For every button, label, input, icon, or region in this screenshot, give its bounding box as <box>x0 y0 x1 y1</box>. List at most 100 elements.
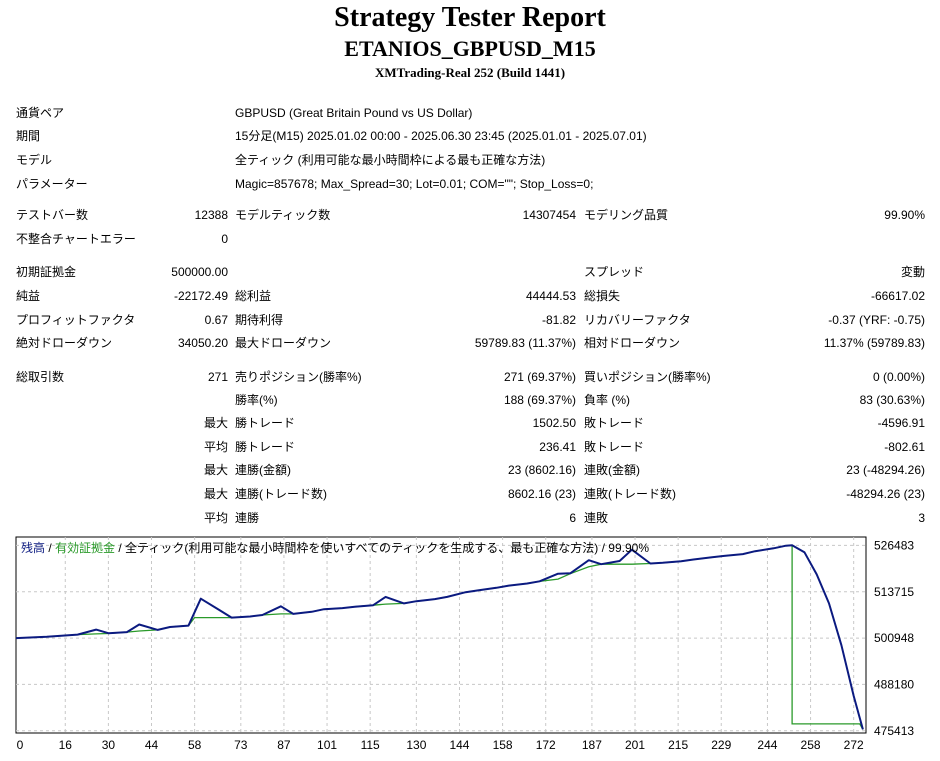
long-positions-value: 0 (0.00%) <box>872 370 925 384</box>
balance-chart: 526483 513715 500948 488180 475413 0 16 30 44 58… <box>15 536 914 752</box>
win-rate-label: 勝率(%) <box>235 393 278 407</box>
info-label: 通貨ペア <box>16 106 65 120</box>
info-value: Magic=857678; Max_Spread=30; Lot=0.01; C… <box>235 177 594 191</box>
loss-rate-value: 83 (30.63%) <box>859 393 925 407</box>
ticks-value: 14307454 <box>522 208 576 222</box>
spread-label: スプレッド <box>584 265 645 279</box>
x-tick-label: 144 <box>449 738 469 752</box>
x-tick-label: 101 <box>317 738 337 752</box>
abs-drawdown-value: 34050.20 <box>177 336 228 350</box>
net-label: 純益 <box>16 289 41 303</box>
legend-equity: 有効証拠金 <box>55 540 115 555</box>
expected-payoff-label: 期待利得 <box>235 313 284 327</box>
gross-loss-label: 総損失 <box>584 289 621 303</box>
mismatch-value: 0 <box>221 232 228 246</box>
x-tick-label: 158 <box>493 738 513 752</box>
max-prefix: 最大 <box>204 487 229 501</box>
x-tick-label: 244 <box>757 738 777 752</box>
rel-drawdown-value: 11.37% (59789.83) <box>823 336 925 350</box>
info-value: 全ティック (利用可能な最小時間枠による最も正確な方法) <box>235 153 546 167</box>
report-title: Strategy Tester Report <box>334 2 606 33</box>
info-label: モデル <box>16 153 53 167</box>
quality-value: 99.90% <box>884 208 925 222</box>
spread-value: 変動 <box>900 265 925 279</box>
x-tick-label: 58 <box>188 738 202 752</box>
x-tick-label: 87 <box>277 738 291 752</box>
consec-win-count-label: 連勝(トレード数) <box>235 487 327 501</box>
ticks-label: モデルティック数 <box>235 208 331 222</box>
x-tick-label: 0 <box>17 738 24 752</box>
y-tick-label: 526483 <box>874 538 914 552</box>
profit-factor-label: プロフィットファクタ <box>16 313 136 327</box>
consec-win-amount-label: 連勝(金額) <box>235 463 291 477</box>
consec-loss-count-label: 連敗(トレード数) <box>584 487 676 501</box>
y-tick-label: 500948 <box>874 631 914 645</box>
x-tick-labels: 0 16 30 44 58 73 87 101 115 130 144 158 172 187 201 215… <box>17 738 864 752</box>
consec-loss-amount-value: 23 (-48294.26) <box>846 463 925 477</box>
build-info: XMTrading-Real 252 (Build 1441) <box>374 65 566 80</box>
info-label: 期間 <box>16 129 41 143</box>
gross-profit-label: 総利益 <box>235 289 272 303</box>
x-tick-label: 258 <box>801 738 821 752</box>
expected-payoff-value: -81.82 <box>541 313 576 327</box>
report-subtitle: ETANIOS_GBPUSD_M15 <box>344 36 596 61</box>
short-positions-value: 271 (69.37%) <box>503 370 576 384</box>
total-trades-label: 総取引数 <box>16 370 65 384</box>
y-tick-label: 513715 <box>874 585 914 599</box>
x-tick-label: 73 <box>234 738 248 752</box>
long-positions-label: 買いポジション(勝率%) <box>584 370 711 384</box>
x-tick-label: 229 <box>711 738 731 752</box>
x-tick-label: 172 <box>536 738 556 752</box>
avg-win-value: 236.41 <box>539 440 576 454</box>
abs-drawdown-label: 絶対ドローダウン <box>16 336 113 350</box>
max-prefix: 最大 <box>204 416 229 430</box>
max-loss-label: 敗トレード <box>584 416 645 430</box>
avg-consec-win-value: 6 <box>569 511 576 525</box>
y-tick-label: 488180 <box>874 677 914 691</box>
recovery-factor-value: -0.37 (YRF: -0.75) <box>828 313 925 327</box>
avg-prefix: 平均 <box>204 511 229 525</box>
gross-loss-value: -66617.02 <box>870 289 925 303</box>
rel-drawdown-label: 相対ドローダウン <box>584 336 681 350</box>
max-drawdown-label: 最大ドローダウン <box>235 336 332 350</box>
avg-consec-loss-value: 3 <box>918 511 925 525</box>
loss-rate-label: 負率 (%) <box>584 393 630 407</box>
short-positions-label: 売りポジション(勝率%) <box>235 370 362 384</box>
x-tick-label: 44 <box>145 738 159 752</box>
max-win-value: 1502.50 <box>532 416 576 430</box>
consec-win-amount-value: 23 (8602.16) <box>507 463 576 477</box>
x-tick-label: 16 <box>59 738 73 752</box>
gross-profit-value: 44444.53 <box>525 289 576 303</box>
y-tick-labels: 526483 513715 500948 488180 475413 <box>874 538 914 737</box>
recovery-factor-label: リカバリーファクタ <box>584 313 691 327</box>
info-value: GBPUSD (Great Britain Pound vs US Dollar… <box>235 106 473 120</box>
plot-area <box>15 536 867 734</box>
quality-label: モデリング品質 <box>584 208 669 222</box>
consec-loss-amount-label: 連敗(金額) <box>584 463 640 477</box>
avg-win-label: 勝トレード <box>235 440 296 454</box>
avg-loss-value: -802.61 <box>884 440 925 454</box>
avg-consec-loss-label: 連敗 <box>584 511 609 525</box>
avg-consec-win-label: 連勝 <box>235 511 260 525</box>
info-value: 15分足(M15) 2025.01.02 00:00 - 2025.06.30 … <box>235 129 647 143</box>
max-win-label: 勝トレード <box>235 416 296 430</box>
info-label: パラメーター <box>16 177 88 191</box>
win-rate-value: 188 (69.37%) <box>503 393 576 407</box>
y-tick-label: 475413 <box>874 724 914 738</box>
avg-loss-label: 敗トレード <box>584 440 645 454</box>
x-tick-label: 201 <box>625 738 645 752</box>
legend-description: / 全ティック(利用可能な最小時間枠を使いすべてのティックを生成する、最も正確な… <box>115 540 649 555</box>
deposit-value: 500000.00 <box>171 265 228 279</box>
legend-separator: / <box>45 541 55 555</box>
max-prefix: 最大 <box>204 463 229 477</box>
avg-prefix: 平均 <box>204 440 229 454</box>
x-tick-label: 30 <box>102 738 116 752</box>
x-tick-label: 115 <box>361 738 380 752</box>
consec-win-count-value: 8602.16 (23) <box>507 487 576 501</box>
profit-factor-value: 0.67 <box>204 313 228 327</box>
deposit-label: 初期証拠金 <box>16 265 77 279</box>
x-tick-label: 187 <box>582 738 602 752</box>
legend-balance: 残高 <box>21 540 45 555</box>
mismatch-label: 不整合チャートエラー <box>16 232 136 246</box>
series-lines <box>15 544 864 730</box>
